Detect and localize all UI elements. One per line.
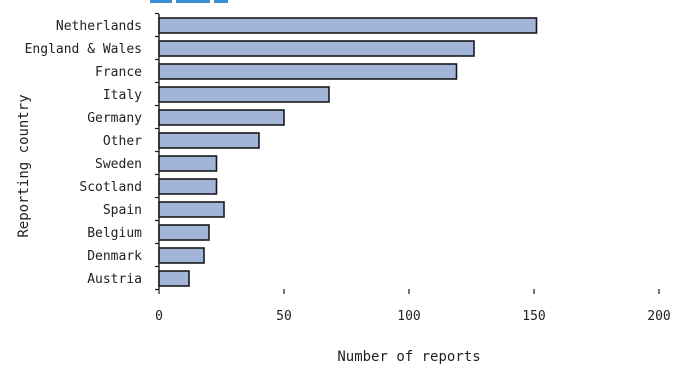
x-tick-label: 200 bbox=[647, 309, 670, 324]
bar-other bbox=[158, 132, 260, 149]
category-label: Italy bbox=[103, 88, 142, 103]
bar-france bbox=[158, 63, 458, 80]
category-label: Germany bbox=[87, 111, 142, 126]
bar-england-wales bbox=[158, 40, 475, 57]
bar-austria bbox=[158, 270, 190, 287]
category-label: England & Wales bbox=[25, 42, 142, 57]
plot-area: Netherlands England & Wales France Italy Ger… bbox=[25, 12, 671, 324]
bar-belgium bbox=[158, 224, 210, 241]
category-label: Scotland bbox=[79, 180, 142, 195]
category-label: Spain bbox=[103, 203, 142, 218]
x-tick-label: 0 bbox=[155, 309, 163, 324]
x-axis-title: Number of reports bbox=[337, 349, 480, 365]
bar-spain bbox=[158, 201, 225, 218]
y-axis-title: Reporting country bbox=[16, 94, 32, 237]
category-label: Belgium bbox=[87, 226, 142, 241]
bar-netherlands bbox=[158, 17, 538, 34]
x-tick-label: 150 bbox=[522, 309, 545, 324]
bar-germany bbox=[158, 109, 285, 126]
category-label: Austria bbox=[87, 272, 142, 287]
x-tick-label: 50 bbox=[276, 309, 292, 324]
cropped-title-fragment bbox=[150, 0, 228, 3]
category-label: Netherlands bbox=[56, 19, 142, 34]
category-label: Sweden bbox=[95, 157, 142, 172]
x-tick-label: 100 bbox=[397, 309, 420, 324]
bar-sweden bbox=[158, 155, 218, 172]
bar-denmark bbox=[158, 247, 205, 264]
bar-italy bbox=[158, 86, 330, 103]
category-label: France bbox=[95, 65, 142, 80]
bar-scotland bbox=[158, 178, 218, 195]
category-label: Denmark bbox=[87, 249, 142, 264]
category-label: Other bbox=[103, 134, 142, 149]
